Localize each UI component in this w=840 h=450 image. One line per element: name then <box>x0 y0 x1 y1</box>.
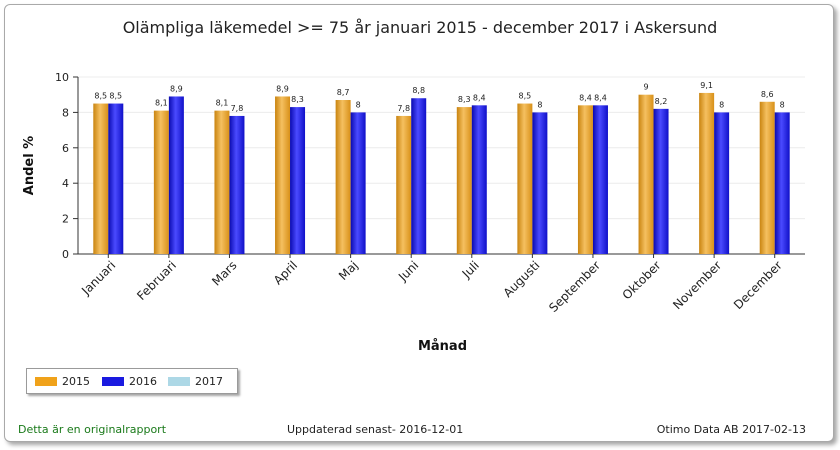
publisher-date: Otimo Data AB 2017-02-13 <box>656 423 806 436</box>
data-label-2015-maj: 8,7 <box>337 88 350 97</box>
bar-2015-mars <box>214 110 230 254</box>
data-label-2015-september: 8,4 <box>579 93 592 102</box>
data-label-2016-oktober: 8,2 <box>655 97 668 106</box>
x-tick-label-november: November <box>670 258 724 312</box>
x-tick-label-oktober: Oktober <box>620 258 664 302</box>
bar-2015-februari <box>153 110 169 254</box>
bar-2015-oktober <box>638 94 654 254</box>
bar-2016-november <box>714 112 730 255</box>
data-label-2015-december: 8,6 <box>761 90 774 99</box>
bar-2015-juli <box>456 107 472 254</box>
legend: 2015 2016 2017 <box>26 368 238 394</box>
bar-2015-augusti <box>517 103 533 254</box>
bar-2015-juni <box>396 115 412 254</box>
plot-area <box>78 77 805 254</box>
bar-2015-maj <box>335 100 351 254</box>
bar-2016-augusti <box>532 112 548 255</box>
data-label-2015-juni: 7,8 <box>397 104 410 113</box>
bar-2015-november <box>699 92 715 255</box>
data-label-2015-juli: 8,3 <box>458 95 471 104</box>
data-label-2015-april: 8,9 <box>276 84 289 93</box>
y-tick-label-2: 2 <box>62 213 69 226</box>
bar-2015-april <box>275 96 291 254</box>
bar-2016-september <box>592 105 608 254</box>
x-tick-label-juni: Juni <box>395 258 421 284</box>
x-tick-label-december: December <box>731 258 785 312</box>
bar-2016-oktober <box>653 108 669 254</box>
chart-title: Olämpliga läkemedel >= 75 år januari 201… <box>122 18 718 37</box>
data-label-2015-november: 9,1 <box>700 81 713 90</box>
data-label-2015-februari: 8,1 <box>155 99 168 108</box>
x-tick-label-januari: Januari <box>78 258 118 298</box>
data-label-2016-april: 8,3 <box>291 95 304 104</box>
y-tick-label-8: 8 <box>62 106 69 119</box>
bar-2016-maj <box>350 112 366 255</box>
bar-2016-december <box>774 112 790 255</box>
x-tick-label-september: September <box>546 258 603 315</box>
x-tick-label-maj: Maj <box>336 258 361 283</box>
data-label-2015-mars: 8,1 <box>216 99 229 108</box>
data-label-2016-december: 8 <box>780 100 785 109</box>
y-tick-label-0: 0 <box>62 248 69 261</box>
data-label-2016-november: 8 <box>719 100 724 109</box>
x-tick-label-juli: Juli <box>459 258 482 281</box>
bar-2015-januari <box>93 103 109 254</box>
data-label-2016-januari: 8,5 <box>109 92 122 101</box>
bar-2016-mars <box>229 115 245 254</box>
x-tick-label-februari: Februari <box>134 258 179 303</box>
x-tick-label-mars: Mars <box>209 258 239 288</box>
updated-date: Uppdaterad senast- 2016-12-01 <box>287 423 464 436</box>
y-axis-title: Andel % <box>22 136 37 195</box>
data-label-2015-januari: 8,5 <box>94 92 107 101</box>
data-label-2016-september: 8,4 <box>594 93 607 102</box>
x-axis-title: Månad <box>418 339 467 354</box>
bar-2015-december <box>759 101 775 254</box>
legend-swatch-2015 <box>35 377 57 386</box>
data-label-2016-maj: 8 <box>356 100 361 109</box>
legend-label-2017: 2017 <box>195 375 223 388</box>
data-label-2016-juli: 8,4 <box>473 93 486 102</box>
x-tick-label-augusti: Augusti <box>501 258 543 300</box>
data-label-2016-augusti: 8 <box>537 100 542 109</box>
data-label-2016-februari: 8,9 <box>170 84 183 93</box>
legend-item-2015: 2015 <box>35 375 90 388</box>
legend-label-2016: 2016 <box>129 375 157 388</box>
y-tick-label-6: 6 <box>62 142 69 155</box>
x-tick-label-april: April <box>271 258 300 287</box>
bar-2016-juli <box>471 105 487 254</box>
legend-label-2015: 2015 <box>62 375 90 388</box>
legend-swatch-2017 <box>168 377 190 386</box>
data-label-2015-augusti: 8,5 <box>519 92 532 101</box>
data-label-2015-oktober: 9 <box>643 83 648 92</box>
bar-2016-januari <box>108 103 124 254</box>
y-tick-label-4: 4 <box>62 177 69 190</box>
original-report-note: Detta är en originalrapport <box>18 423 167 436</box>
bar-2016-april <box>290 107 306 254</box>
bar-2015-september <box>577 105 593 254</box>
data-label-2016-juni: 8,8 <box>412 86 425 95</box>
bar-2016-juni <box>411 98 427 255</box>
legend-swatch-2016 <box>102 377 124 386</box>
legend-item-2016: 2016 <box>102 375 157 388</box>
legend-item-2017: 2017 <box>168 375 223 388</box>
data-label-2016-mars: 7,8 <box>231 104 244 113</box>
bar-2016-februari <box>168 96 184 254</box>
y-tick-label-10: 10 <box>55 71 69 84</box>
